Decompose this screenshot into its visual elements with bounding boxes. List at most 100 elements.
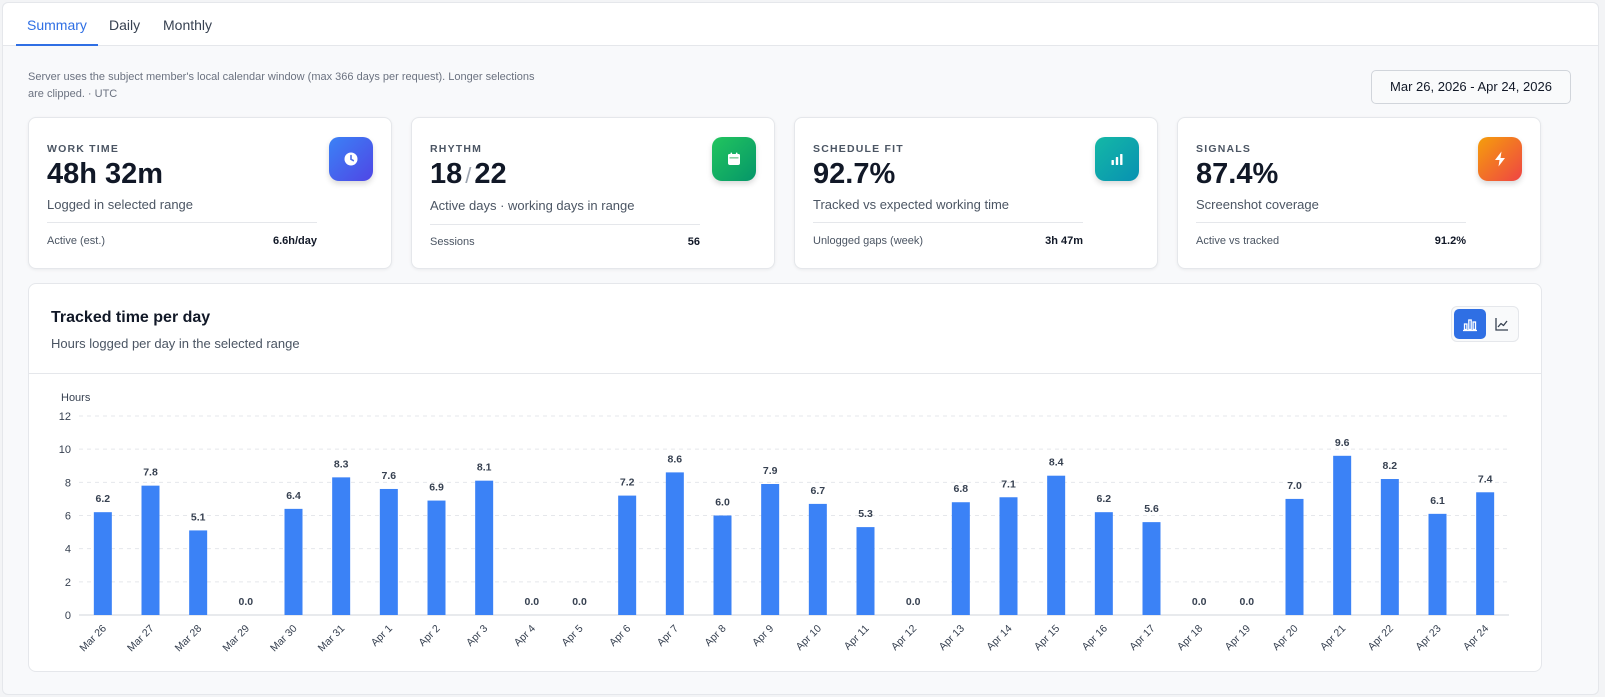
bar bbox=[284, 508, 303, 615]
card-label: WORK TIME bbox=[47, 143, 120, 155]
bar bbox=[332, 477, 351, 615]
bar bbox=[1285, 498, 1304, 615]
bar-value-label: 5.3 bbox=[858, 508, 873, 520]
bar-value-label: 5.1 bbox=[191, 511, 206, 523]
bar bbox=[141, 485, 160, 615]
x-tick-label: Apr 22 bbox=[1366, 623, 1396, 653]
bar bbox=[665, 472, 684, 615]
bar-value-label: 6.2 bbox=[1097, 493, 1112, 505]
tab-bar: Summary Daily Monthly bbox=[3, 3, 1598, 46]
card-subtitle: Screenshot coverage bbox=[1196, 197, 1319, 212]
x-tick-label: Apr 17 bbox=[1127, 623, 1157, 653]
bar-value-label: 6.0 bbox=[715, 497, 730, 509]
bar-value-label: 6.4 bbox=[286, 490, 301, 502]
bar bbox=[1380, 479, 1399, 615]
card-foot-label: Unlogged gaps (week) bbox=[813, 235, 924, 247]
bar-value-label: 7.9 bbox=[763, 465, 778, 477]
x-tick-label: Apr 9 bbox=[750, 623, 776, 649]
x-tick-label: Apr 15 bbox=[1032, 623, 1062, 653]
bar bbox=[1476, 492, 1495, 615]
x-tick-label: Apr 24 bbox=[1461, 623, 1491, 653]
chart-title: Tracked time per day bbox=[51, 309, 211, 326]
bar-value-label: 7.8 bbox=[143, 467, 158, 479]
card-label: SIGNALS bbox=[1196, 143, 1252, 155]
x-tick-label: Mar 26 bbox=[77, 623, 109, 655]
card-divider bbox=[430, 224, 700, 225]
y-tick-label: 10 bbox=[59, 444, 71, 456]
tab-summary[interactable]: Summary bbox=[16, 17, 98, 46]
x-tick-label: Apr 23 bbox=[1413, 623, 1443, 653]
chart-panel: Tracked time per day Hours logged per da… bbox=[28, 283, 1542, 672]
chart-subtitle: Hours logged per day in the selected ran… bbox=[51, 336, 300, 351]
bar bbox=[1333, 455, 1352, 615]
card-divider bbox=[47, 222, 317, 223]
x-tick-label: Apr 3 bbox=[464, 623, 490, 649]
x-tick-label: Mar 27 bbox=[125, 623, 157, 655]
line-view-button[interactable] bbox=[1486, 309, 1518, 339]
card-foot-value: 6.6h/day bbox=[272, 235, 317, 247]
y-tick-label: 0 bbox=[65, 610, 71, 622]
bar bbox=[1142, 522, 1161, 615]
card-value: 18/22 bbox=[430, 158, 507, 191]
x-tick-label: Apr 6 bbox=[607, 623, 633, 649]
bar bbox=[999, 497, 1018, 615]
bar bbox=[189, 530, 208, 615]
bar bbox=[713, 515, 732, 615]
tab-daily[interactable]: Daily bbox=[109, 17, 141, 33]
card-value: 87.4% bbox=[1196, 158, 1279, 190]
y-tick-label: 6 bbox=[65, 511, 71, 523]
bar-value-label: 8.3 bbox=[334, 458, 349, 470]
bar-value-label: 0.0 bbox=[572, 596, 587, 608]
card-subtitle: Logged in selected range bbox=[47, 197, 194, 212]
bar-value-label: 6.7 bbox=[811, 485, 826, 497]
x-tick-label: Apr 4 bbox=[512, 623, 538, 649]
bar bbox=[1047, 475, 1066, 615]
x-tick-label: Mar 31 bbox=[316, 623, 348, 655]
y-axis-label: Hours bbox=[61, 392, 91, 404]
working-days-value: 22 bbox=[474, 158, 507, 190]
card-label: SCHEDULE FIT bbox=[813, 143, 904, 155]
bar bbox=[1094, 512, 1113, 615]
x-tick-label: Apr 11 bbox=[842, 623, 872, 653]
bar bbox=[1428, 513, 1447, 615]
x-tick-label: Apr 19 bbox=[1223, 623, 1253, 653]
bar-value-label: 6.8 bbox=[954, 483, 969, 495]
x-tick-label: Apr 16 bbox=[1080, 623, 1110, 653]
card-foot-label: Sessions bbox=[430, 236, 475, 248]
bar bbox=[427, 500, 446, 615]
active-days-value: 18 bbox=[430, 158, 463, 190]
card-label: RHYTHM bbox=[430, 143, 483, 155]
x-tick-label: Apr 8 bbox=[702, 623, 728, 649]
bar-value-label: 0.0 bbox=[525, 596, 540, 608]
bar-value-label: 0.0 bbox=[1192, 596, 1207, 608]
card-foot-value: 56 bbox=[687, 236, 700, 248]
chart-view-toggle bbox=[1451, 306, 1519, 342]
x-tick-label: Apr 10 bbox=[794, 623, 824, 653]
bar-value-label: 6.1 bbox=[1430, 495, 1445, 507]
card-foot-label: Active (est.) bbox=[47, 235, 106, 247]
card-divider bbox=[1196, 222, 1466, 223]
bar-value-label: 6.9 bbox=[429, 482, 444, 494]
card-subtitle: Active days · working days in range bbox=[430, 198, 635, 213]
card-foot-label: Active vs tracked bbox=[1196, 235, 1280, 247]
bar-view-button[interactable] bbox=[1454, 309, 1486, 339]
calendar-icon bbox=[712, 137, 756, 181]
x-tick-label: Apr 5 bbox=[559, 623, 585, 649]
bar-chart-icon bbox=[1095, 137, 1139, 181]
bar-value-label: 6.2 bbox=[96, 493, 111, 505]
tab-monthly[interactable]: Monthly bbox=[163, 17, 213, 33]
card-subtitle: Tracked vs expected working time bbox=[813, 197, 1010, 212]
bar bbox=[475, 480, 494, 615]
x-tick-label: Apr 13 bbox=[937, 623, 967, 653]
date-range-button[interactable]: Mar 26, 2026 - Apr 24, 2026 bbox=[1371, 70, 1571, 104]
x-tick-label: Apr 21 bbox=[1318, 623, 1348, 653]
bar-value-label: 5.6 bbox=[1144, 503, 1159, 515]
x-tick-label: Mar 29 bbox=[220, 623, 252, 655]
x-tick-label: Apr 14 bbox=[984, 623, 1014, 653]
x-tick-label: Apr 7 bbox=[655, 623, 681, 649]
bar-value-label: 8.1 bbox=[477, 462, 492, 474]
y-tick-label: 8 bbox=[65, 477, 71, 489]
bar bbox=[379, 488, 398, 615]
